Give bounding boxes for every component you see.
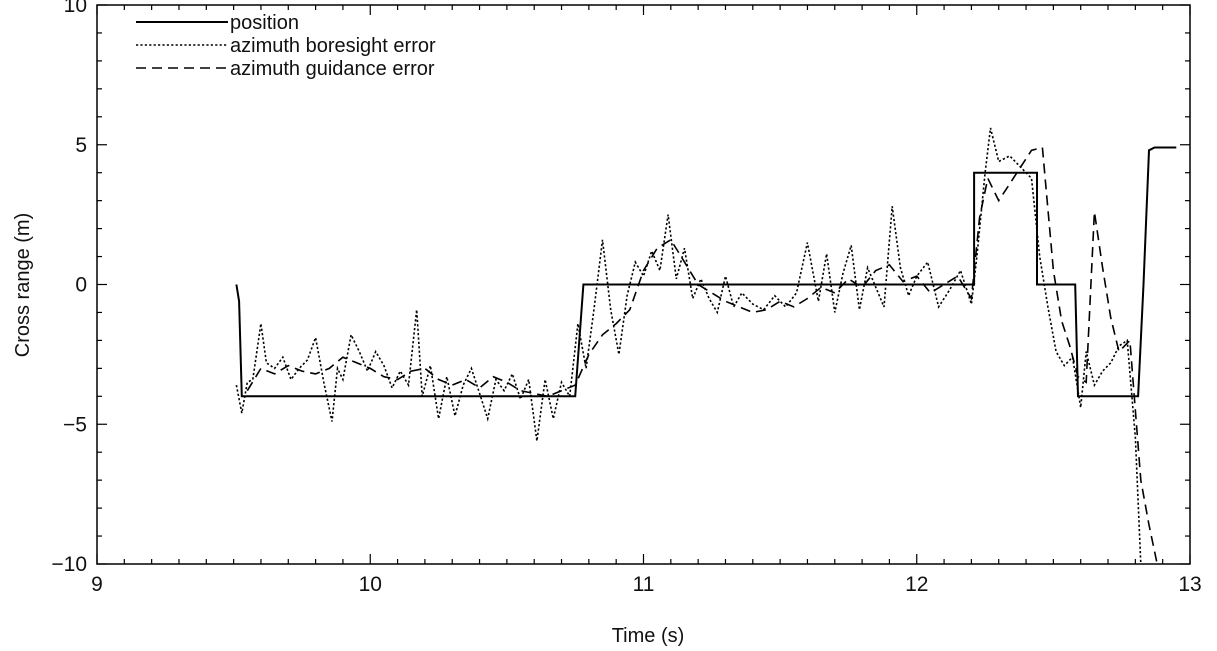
x-tick-label: 9 <box>91 573 103 596</box>
y-tick-label: 10 <box>64 0 87 17</box>
axis-ticks <box>96 4 1191 565</box>
legend-label: azimuth boresight error <box>230 35 436 57</box>
x-tick-label: 10 <box>359 573 382 596</box>
axis-tick-labels: 9 10 11 12 13 −10 −5 0 5 10 <box>51 0 1201 596</box>
series-line-azimuth-boresight-error <box>235 127 1142 564</box>
legend-label: position <box>230 12 299 34</box>
y-tick-label: −10 <box>51 553 87 576</box>
x-tick-label: 11 <box>633 573 655 596</box>
x-tick-label: 13 <box>1178 573 1201 596</box>
series-line-azimuth-guidance-error <box>246 146 1158 564</box>
y-axis-label: Cross range (m) <box>12 213 34 357</box>
x-axis-label: Time (s) <box>612 625 685 647</box>
legend-label: azimuth guidance error <box>230 58 435 80</box>
series-line-position <box>235 146 1177 398</box>
y-tick-label: −5 <box>63 413 87 436</box>
x-tick-label: 12 <box>905 573 928 596</box>
y-tick-label: 0 <box>75 274 87 297</box>
series-lines <box>235 127 1177 564</box>
y-tick-label: 5 <box>75 134 87 157</box>
